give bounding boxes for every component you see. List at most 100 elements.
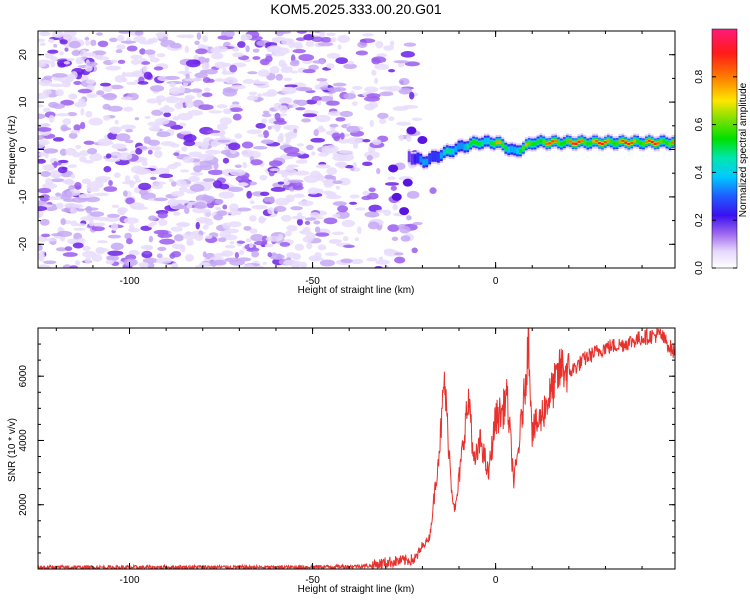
spectrogram-speckle	[216, 139, 231, 143]
spectrogram-speckle	[429, 187, 437, 194]
spectrogram-speckle	[156, 32, 164, 40]
spectrogram-speckle	[311, 36, 324, 43]
spectrogram-speckle	[245, 45, 250, 53]
spectrogram-speckle	[305, 41, 315, 47]
spectrogram-speckle	[130, 58, 141, 66]
spectrogram-speckle	[222, 157, 230, 164]
spectrogram-speckle	[179, 130, 192, 135]
spectrogram-speckle	[332, 82, 347, 87]
spectrogram-speckle	[242, 161, 248, 169]
spectrogram-speckle	[313, 220, 321, 225]
spectrogram-speckle	[167, 97, 183, 101]
spectrogram-speckle	[332, 201, 347, 206]
x-tick-label: -100	[120, 276, 140, 287]
spectrogram-speckle	[38, 187, 52, 194]
signal-ridge-cell	[653, 142, 657, 146]
spectrogram-speckle	[49, 83, 66, 88]
spectrogram-speckle	[138, 157, 148, 162]
spectrogram-speckle	[65, 147, 77, 156]
spectrogram-speckle	[118, 31, 132, 34]
spectrogram-speckle	[186, 238, 194, 246]
spectrogram-speckle	[266, 45, 283, 53]
spectrogram-speckle	[228, 142, 241, 151]
spectrogram-speckle	[210, 140, 219, 148]
signal-ridge-cell	[662, 138, 666, 143]
spectrogram-speckle	[110, 59, 118, 64]
spectrogram-speckle	[201, 62, 210, 71]
spectrogram-speckle	[339, 110, 353, 118]
spectrogram-speckle	[308, 31, 315, 34]
signal-ridge-cell	[413, 155, 417, 164]
signal-ridge-cell	[483, 138, 487, 145]
spectrogram-speckle	[102, 103, 111, 110]
spectrogram-speckle	[125, 254, 137, 261]
spectrogram-speckle	[193, 141, 206, 147]
spectrogram-speckle	[234, 164, 242, 169]
spectrogram-speckle	[261, 113, 272, 118]
spectrogram-speckle	[362, 190, 370, 196]
spectrogram-speckle	[339, 132, 345, 140]
signal-ridge-cell	[425, 158, 429, 165]
spectrogram-speckle	[257, 93, 262, 98]
spectrogram-speckle	[193, 165, 203, 173]
spectrogram-speckle	[168, 178, 174, 183]
signal-ridge-cell	[486, 138, 490, 145]
spectrogram-speckle	[183, 206, 190, 215]
x-tick-label: -50	[305, 575, 320, 586]
colorbar-tick-label: 0.8	[694, 69, 705, 83]
spectrogram-speckle	[84, 36, 90, 41]
spectrogram-speckle	[86, 93, 98, 99]
spectrogram-speckle	[280, 171, 291, 175]
spectrogram-speckle	[126, 45, 138, 52]
spectrogram-speckle	[85, 39, 90, 46]
spectrogram-speckle	[284, 132, 297, 140]
spectrogram-speckle	[214, 198, 224, 205]
spectrogram-speckle	[51, 233, 63, 237]
spectrogram-speckle	[257, 69, 270, 77]
spectrogram-speckle	[173, 152, 180, 157]
spectrogram-speckle	[103, 115, 111, 121]
signal-ridge-cell	[630, 141, 634, 145]
spectrogram-speckle	[107, 213, 120, 218]
snr-y-ticks: 2000 4000 6000	[18, 327, 675, 554]
spectrogram-speckle	[306, 242, 313, 250]
spectrogram-speckle	[68, 185, 75, 191]
spectrogram-speckle	[251, 250, 259, 258]
spectrogram-speckle	[337, 35, 351, 43]
signal-ridge-cell	[422, 159, 426, 166]
spectrogram-speckle	[165, 166, 170, 174]
signal-ridge-cell	[580, 139, 584, 142]
spectrogram-speckle	[281, 38, 295, 46]
spectrogram-speckle	[391, 236, 399, 241]
spectrogram-speckle	[252, 56, 261, 60]
spectrogram-speckle	[280, 67, 293, 73]
spectrogram-speckle	[384, 182, 400, 186]
spectrogram-speckle	[307, 187, 320, 195]
spectrogram-speckle	[285, 230, 292, 237]
spectrogram-speckle	[383, 248, 396, 254]
spectrogram-speckle	[204, 220, 214, 226]
spectrogram-speckle	[198, 104, 214, 111]
spectrogram-speckle	[149, 221, 158, 226]
spectrogram-speckle	[59, 39, 68, 45]
spectrogram-speckle	[124, 139, 134, 144]
spectrogram-speckle	[213, 214, 224, 221]
spectrogram-speckle	[74, 260, 81, 266]
spectrogram-speckle	[398, 87, 412, 95]
spectrogram-speckle	[105, 158, 121, 163]
spectrogram-speckle	[408, 91, 415, 100]
spectrogram-speckle	[364, 211, 380, 218]
spectrogram-speckle	[362, 161, 373, 166]
spectrogram-speckle	[181, 146, 188, 152]
spectrogram-speckle	[211, 52, 224, 60]
spectrogram-speckle	[141, 159, 148, 167]
spectrogram-speckle	[274, 124, 281, 132]
spectrogram-speckle	[249, 228, 258, 234]
y-tick-label: 2000	[18, 493, 29, 516]
signal-ridge-cell	[428, 154, 432, 163]
spectrogram-speckle	[70, 129, 81, 134]
spectrogram-speckle	[384, 264, 390, 268]
spectrogram-speckle	[264, 243, 274, 248]
spectrogram-speckle	[294, 253, 301, 259]
spectrogram-blob	[399, 207, 410, 216]
